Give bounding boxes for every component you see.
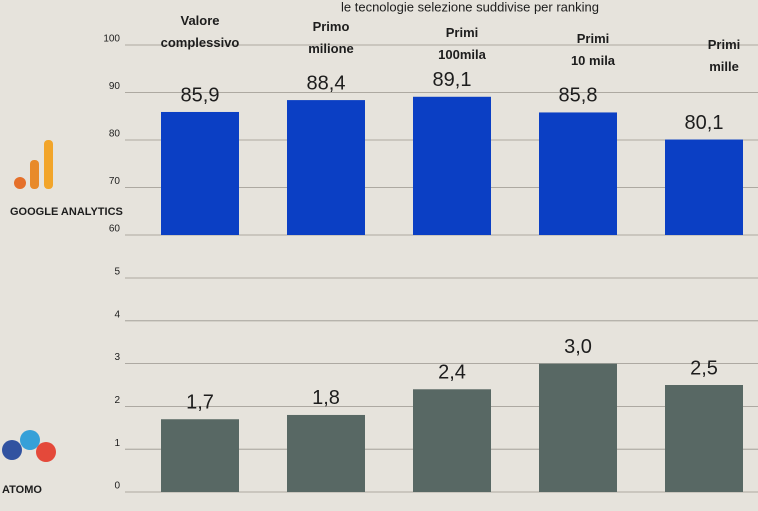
bar (539, 364, 617, 492)
y-tick-label: 90 (109, 81, 121, 92)
ga-logo (14, 140, 53, 189)
x-tick-label: Primi mille (708, 37, 741, 74)
x-tick-label: Valore complessivo (161, 13, 240, 50)
bar (287, 100, 365, 235)
x-tick-label: Primi 10 mila (571, 31, 616, 68)
y-tick-label: 80 (109, 129, 121, 140)
chart-title: le tecnologie selezione suddivise per ra… (341, 0, 599, 14)
value-label: 88,4 (307, 72, 346, 94)
value-label: 85,8 (559, 85, 598, 107)
x-tick-label-line: 10 mila (571, 53, 616, 68)
value-label: 2,5 (690, 357, 718, 379)
value-label: 1,8 (312, 387, 340, 409)
bar (539, 112, 617, 235)
x-tick-label: Primi 100mila (438, 25, 486, 62)
bar (161, 112, 239, 235)
bar (665, 140, 743, 235)
x-tick-label: Primo milione (308, 19, 354, 56)
y-tick-label: 1 (114, 438, 120, 449)
y-tick-label: 0 (114, 481, 120, 492)
value-label: 85,9 (181, 84, 220, 106)
bar (413, 97, 491, 235)
value-label: 1,7 (186, 392, 214, 414)
matomo-logo (2, 430, 56, 462)
bar (161, 419, 239, 492)
y-tick-label: 70 (109, 176, 121, 187)
x-tick-label-line: mille (709, 59, 739, 74)
chart: le tecnologie selezione suddivise per ra… (0, 0, 758, 511)
x-tick-label-line: complessivo (161, 35, 240, 50)
x-tick-label-line: Primi (708, 37, 741, 52)
chart-label: ATOMO (2, 484, 42, 496)
y-tick-label: 100 (103, 34, 120, 45)
x-tick-label-line: milione (308, 41, 354, 56)
value-label: 3,0 (564, 336, 592, 358)
value-label: 80,1 (685, 112, 724, 134)
bar (287, 415, 365, 492)
x-tick-label-line: 100mila (438, 47, 486, 62)
value-label: 2,4 (438, 362, 466, 384)
bar (665, 385, 743, 492)
x-tick-label-line: Primo (313, 19, 350, 34)
chart-label: GOOGLE ANALYTICS (10, 206, 123, 218)
y-tick-label: 3 (114, 352, 120, 363)
y-tick-label: 60 (109, 224, 121, 235)
y-tick-label: 2 (114, 395, 120, 406)
y-tick-label: 5 (114, 267, 120, 278)
bar (413, 389, 491, 492)
x-tick-label-line: Primi (446, 25, 479, 40)
x-tick-label-line: Primi (577, 31, 610, 46)
x-tick-label-line: Valore (180, 13, 219, 28)
value-label: 89,1 (433, 69, 472, 91)
y-tick-label: 4 (114, 309, 120, 320)
